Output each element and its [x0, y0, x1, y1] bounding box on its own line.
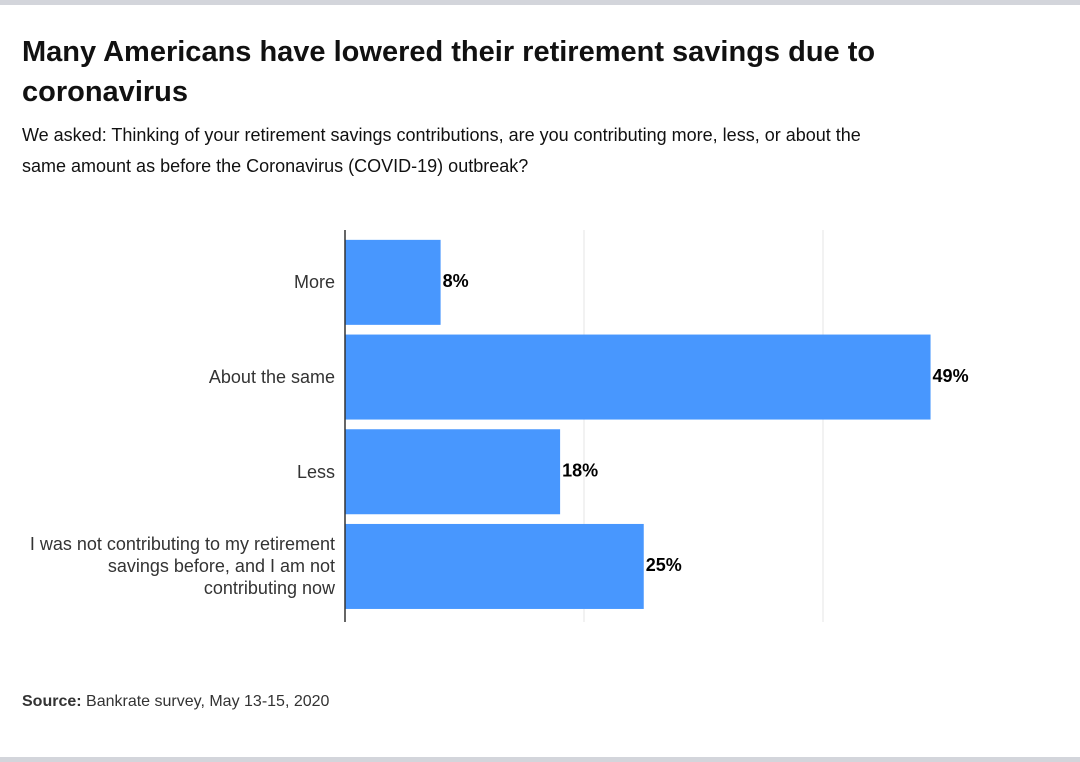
source: Source: Bankrate survey, May 13-15, 2020 — [22, 693, 329, 711]
chart-subtitle: We asked: Thinking of your retirement sa… — [22, 125, 861, 176]
bar — [345, 429, 561, 515]
top-border — [0, 0, 1080, 5]
category-label: About the same — [208, 367, 335, 388]
category-label: Less — [296, 461, 335, 482]
value-label: 25% — [646, 555, 682, 575]
value-label: 18% — [562, 461, 598, 481]
bottom-border — [0, 757, 1080, 762]
bar — [345, 334, 931, 420]
category-label: More — [293, 272, 335, 293]
value-label: 49% — [933, 366, 969, 386]
bar — [345, 523, 644, 609]
category-label: I was not contributing to my retirement … — [29, 534, 335, 599]
source-text: Bankrate survey, May 13-15, 2020 — [86, 693, 330, 710]
value-label: 8% — [443, 271, 469, 291]
chart-title: Many Americans have lowered their retire… — [22, 36, 876, 108]
source-label: Source: — [22, 693, 82, 710]
bar — [345, 239, 441, 325]
